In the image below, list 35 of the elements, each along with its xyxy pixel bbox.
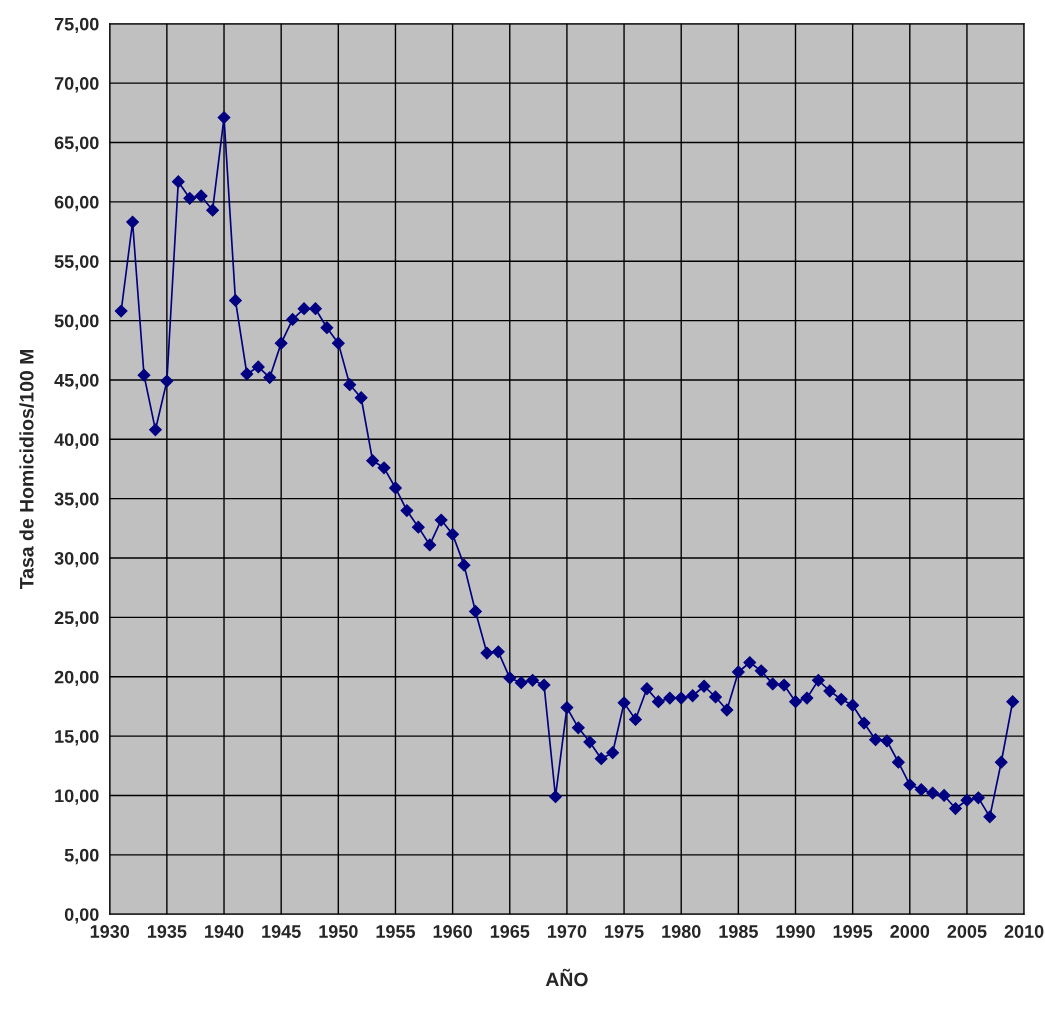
y-tick-label: 25,00 (54, 611, 99, 627)
y-tick-label: 40,00 (54, 433, 99, 449)
y-tick-label: 0,00 (64, 908, 99, 924)
y-tick-label: 35,00 (54, 492, 99, 508)
y-tick-label: 10,00 (55, 789, 99, 805)
x-tick-label: 1940 (205, 925, 244, 938)
x-tick-label: 2005 (947, 925, 987, 938)
x-axis-title: AÑO (545, 968, 588, 987)
x-tick-label: 1950 (319, 925, 358, 938)
x-tick-label: 1975 (605, 925, 644, 938)
x-tick-label: 2000 (890, 925, 930, 938)
x-tick-label: 1955 (376, 925, 416, 938)
x-tick-label: 2010 (1004, 925, 1044, 938)
y-tick-label: 20,00 (54, 670, 99, 687)
y-tick-label: 65,00 (54, 136, 99, 152)
y-tick-label: 55,00 (54, 255, 99, 271)
x-tick-label: 1965 (490, 925, 530, 938)
x-tick-label: 1945 (262, 925, 301, 938)
y-tick-label: 15,00 (55, 730, 99, 746)
x-tick-label: 1980 (662, 925, 701, 938)
y-tick-label: 70,00 (54, 77, 99, 93)
y-tick-label: 5,00 (64, 848, 99, 865)
y-tick-label: 30,00 (54, 551, 99, 568)
y-tick-label: 75,00 (54, 17, 99, 34)
y-axis-title: Tasa de Homicidios/100 M (19, 349, 34, 590)
y-tick-label: 45,00 (54, 373, 99, 390)
x-tick-label: 1990 (776, 925, 815, 938)
y-tick-label: 60,00 (54, 195, 99, 212)
x-tick-label: 1935 (147, 925, 187, 938)
x-tick-label: 1960 (433, 925, 472, 938)
x-tick-label: 1930 (90, 925, 130, 938)
x-tick-label: 1970 (547, 925, 587, 938)
y-tick-label: 50,00 (54, 314, 99, 330)
x-tick-label: 1985 (719, 925, 758, 938)
x-tick-label: 1995 (833, 925, 873, 938)
